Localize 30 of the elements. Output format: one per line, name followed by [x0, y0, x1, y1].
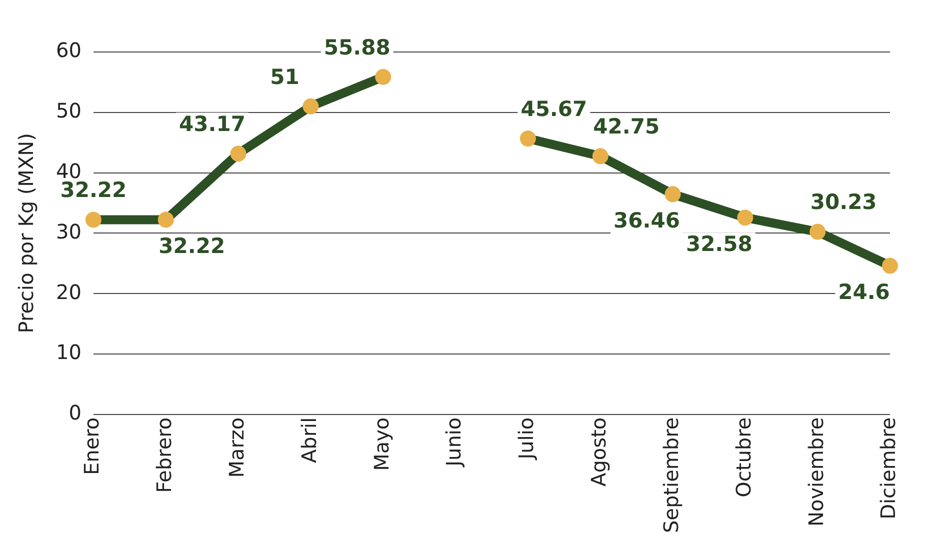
x-tick-label: Noviembre	[804, 417, 828, 527]
y-axis-title: Precio por Kg (MXN)	[14, 133, 38, 334]
data-label: 55.88	[324, 35, 390, 60]
data-label: 32.58	[686, 232, 752, 256]
data-label: 43.17	[179, 112, 246, 136]
x-tick-label: Junio	[442, 417, 466, 468]
data-label: 32.22	[158, 234, 226, 258]
x-tick-label: Enero	[80, 417, 104, 475]
data-label: 45.67	[520, 96, 588, 121]
data-label: 51	[270, 64, 300, 89]
x-tick-label: Septiembre	[658, 417, 683, 534]
x-tick-label: Octubre	[731, 417, 756, 498]
y-tick-label: 30	[56, 219, 82, 244]
data-label: 36.46	[614, 208, 680, 233]
x-tick-label: Julio	[514, 417, 538, 462]
y-tick-label: 20	[56, 280, 82, 304]
x-tick-label: Mayo	[369, 417, 394, 471]
data-label: 32.22	[60, 178, 127, 202]
data-label: 30.23	[810, 190, 877, 214]
x-tick-label: Febrero	[152, 417, 176, 493]
y-tick-label: 10	[56, 340, 82, 364]
x-tick-label: Diciembre	[876, 417, 900, 520]
x-tick-label: Abril	[296, 417, 321, 464]
y-tick-label: 50	[56, 98, 82, 123]
data-label: 42.75	[593, 114, 660, 139]
x-tick-label: Marzo	[224, 417, 248, 478]
x-tick-label: Agosto	[586, 417, 611, 486]
data-label: 24.6	[838, 280, 890, 304]
y-tick-label: 0	[68, 400, 82, 425]
y-tick-label: 60	[56, 38, 82, 62]
